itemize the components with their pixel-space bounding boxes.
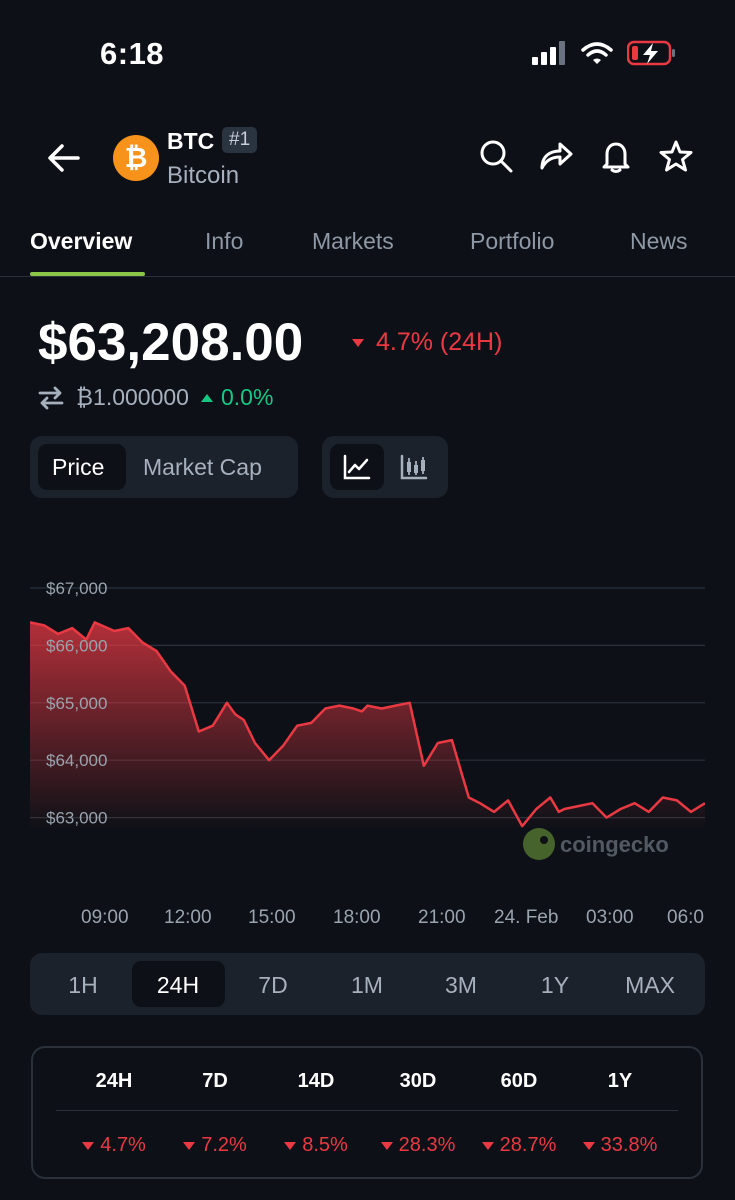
perf-value-30d: 28.3% xyxy=(368,1134,468,1157)
signal-icon xyxy=(532,41,565,65)
tab-divider xyxy=(0,276,735,277)
y-tick-label: $64,000 xyxy=(46,751,107,770)
coingecko-watermark: coingecko xyxy=(523,828,669,860)
perf-header-60d: 60D xyxy=(500,1070,538,1092)
tab-news[interactable]: News xyxy=(630,228,688,254)
x-tick-label: 18:00 xyxy=(333,907,381,928)
tab-overview[interactable]: Overview xyxy=(30,228,133,254)
candlestick-icon[interactable] xyxy=(400,454,428,480)
perf-value-7d: 7.2% xyxy=(165,1134,265,1157)
back-arrow-icon[interactable] xyxy=(44,138,84,178)
perf-header-24h: 24H xyxy=(95,1070,133,1092)
x-tick-label: 12:00 xyxy=(164,907,212,928)
bell-icon[interactable] xyxy=(598,138,634,174)
bitcoin-logo-icon: ₿ xyxy=(113,135,159,181)
timeframe-24h[interactable]: 24H xyxy=(156,972,200,998)
x-tick-label: 03:00 xyxy=(586,907,634,928)
perf-value-14d: 8.5% xyxy=(266,1134,366,1157)
rank-badge: #1 xyxy=(222,127,258,153)
perf-value-60d: 28.7% xyxy=(469,1134,569,1157)
status-time: 6:18 xyxy=(100,36,165,71)
tab-info[interactable]: Info xyxy=(205,228,244,254)
timeframe-selected-bg xyxy=(132,961,225,1007)
perf-divider xyxy=(56,1110,678,1111)
coin-name: Bitcoin xyxy=(167,162,240,189)
svg-text:coingecko: coingecko xyxy=(560,832,669,857)
y-tick-label: $65,000 xyxy=(46,694,107,713)
line-chart-icon[interactable] xyxy=(343,454,371,480)
perf-value-24h: 4.7% xyxy=(64,1134,164,1157)
search-icon[interactable] xyxy=(478,138,514,174)
active-tab-indicator xyxy=(30,272,145,276)
timeframe-1y[interactable]: 1Y xyxy=(540,972,570,998)
btc-value: ₿1.000000 xyxy=(76,384,189,410)
perf-header-30d: 30D xyxy=(399,1070,437,1092)
perf-value-1y: 33.8% xyxy=(570,1134,670,1157)
tab-portfolio[interactable]: Portfolio xyxy=(470,228,555,254)
caret-down-icon xyxy=(352,338,364,347)
perf-header-1y: 1Y xyxy=(607,1070,633,1092)
wifi-icon xyxy=(581,42,613,64)
x-tick-label: 06:0 xyxy=(667,907,704,928)
timeframe-3m[interactable]: 3M xyxy=(445,972,477,998)
btc-change: 0.0% xyxy=(220,384,274,410)
perf-header-14d: 14D xyxy=(297,1070,335,1092)
share-icon[interactable] xyxy=(538,138,574,174)
caret-up-icon xyxy=(200,393,213,402)
y-tick-label: $67,000 xyxy=(46,579,107,598)
current-price: $63,208.00 xyxy=(38,313,304,372)
x-tick-label: 09:00 xyxy=(81,907,129,928)
price-area xyxy=(30,622,705,830)
timeframe-7d[interactable]: 7D xyxy=(258,972,288,998)
price-line xyxy=(30,621,705,828)
battery-charging-icon xyxy=(627,40,675,66)
perf-header-7d: 7D xyxy=(202,1070,228,1092)
toggle-price[interactable]: Price xyxy=(52,454,105,480)
toggle-selected-bg xyxy=(38,444,126,490)
tab-markets[interactable]: Markets xyxy=(312,228,394,254)
star-icon[interactable] xyxy=(658,138,694,174)
timeframe-1h[interactable]: 1H xyxy=(68,972,98,998)
y-tick-label: $63,000 xyxy=(46,809,107,828)
btc-conversion: ₿1.000000 0.0% xyxy=(38,384,273,411)
x-tick-label: 24. Feb xyxy=(494,907,559,928)
toggle-market-cap[interactable]: Market Cap xyxy=(143,454,262,480)
price-change-24h: 4.7% (24H) xyxy=(352,328,502,357)
timeframe-max[interactable]: MAX xyxy=(625,972,675,998)
coin-symbol: BTC xyxy=(167,128,215,154)
timeframe-1m[interactable]: 1M xyxy=(351,972,383,998)
price-chart[interactable]: $67,000 $66,000 $65,000 $64,000 $63,000 coin… xyxy=(30,565,705,875)
x-tick-label: 21:00 xyxy=(418,907,466,928)
status-icons xyxy=(531,40,677,66)
swap-icon[interactable] xyxy=(38,386,64,410)
performance-table xyxy=(31,1046,703,1179)
x-tick-label: 15:00 xyxy=(248,907,296,928)
price-change-24h-value: 4.7% (24H) xyxy=(376,328,503,356)
y-tick-label: $66,000 xyxy=(46,636,107,655)
